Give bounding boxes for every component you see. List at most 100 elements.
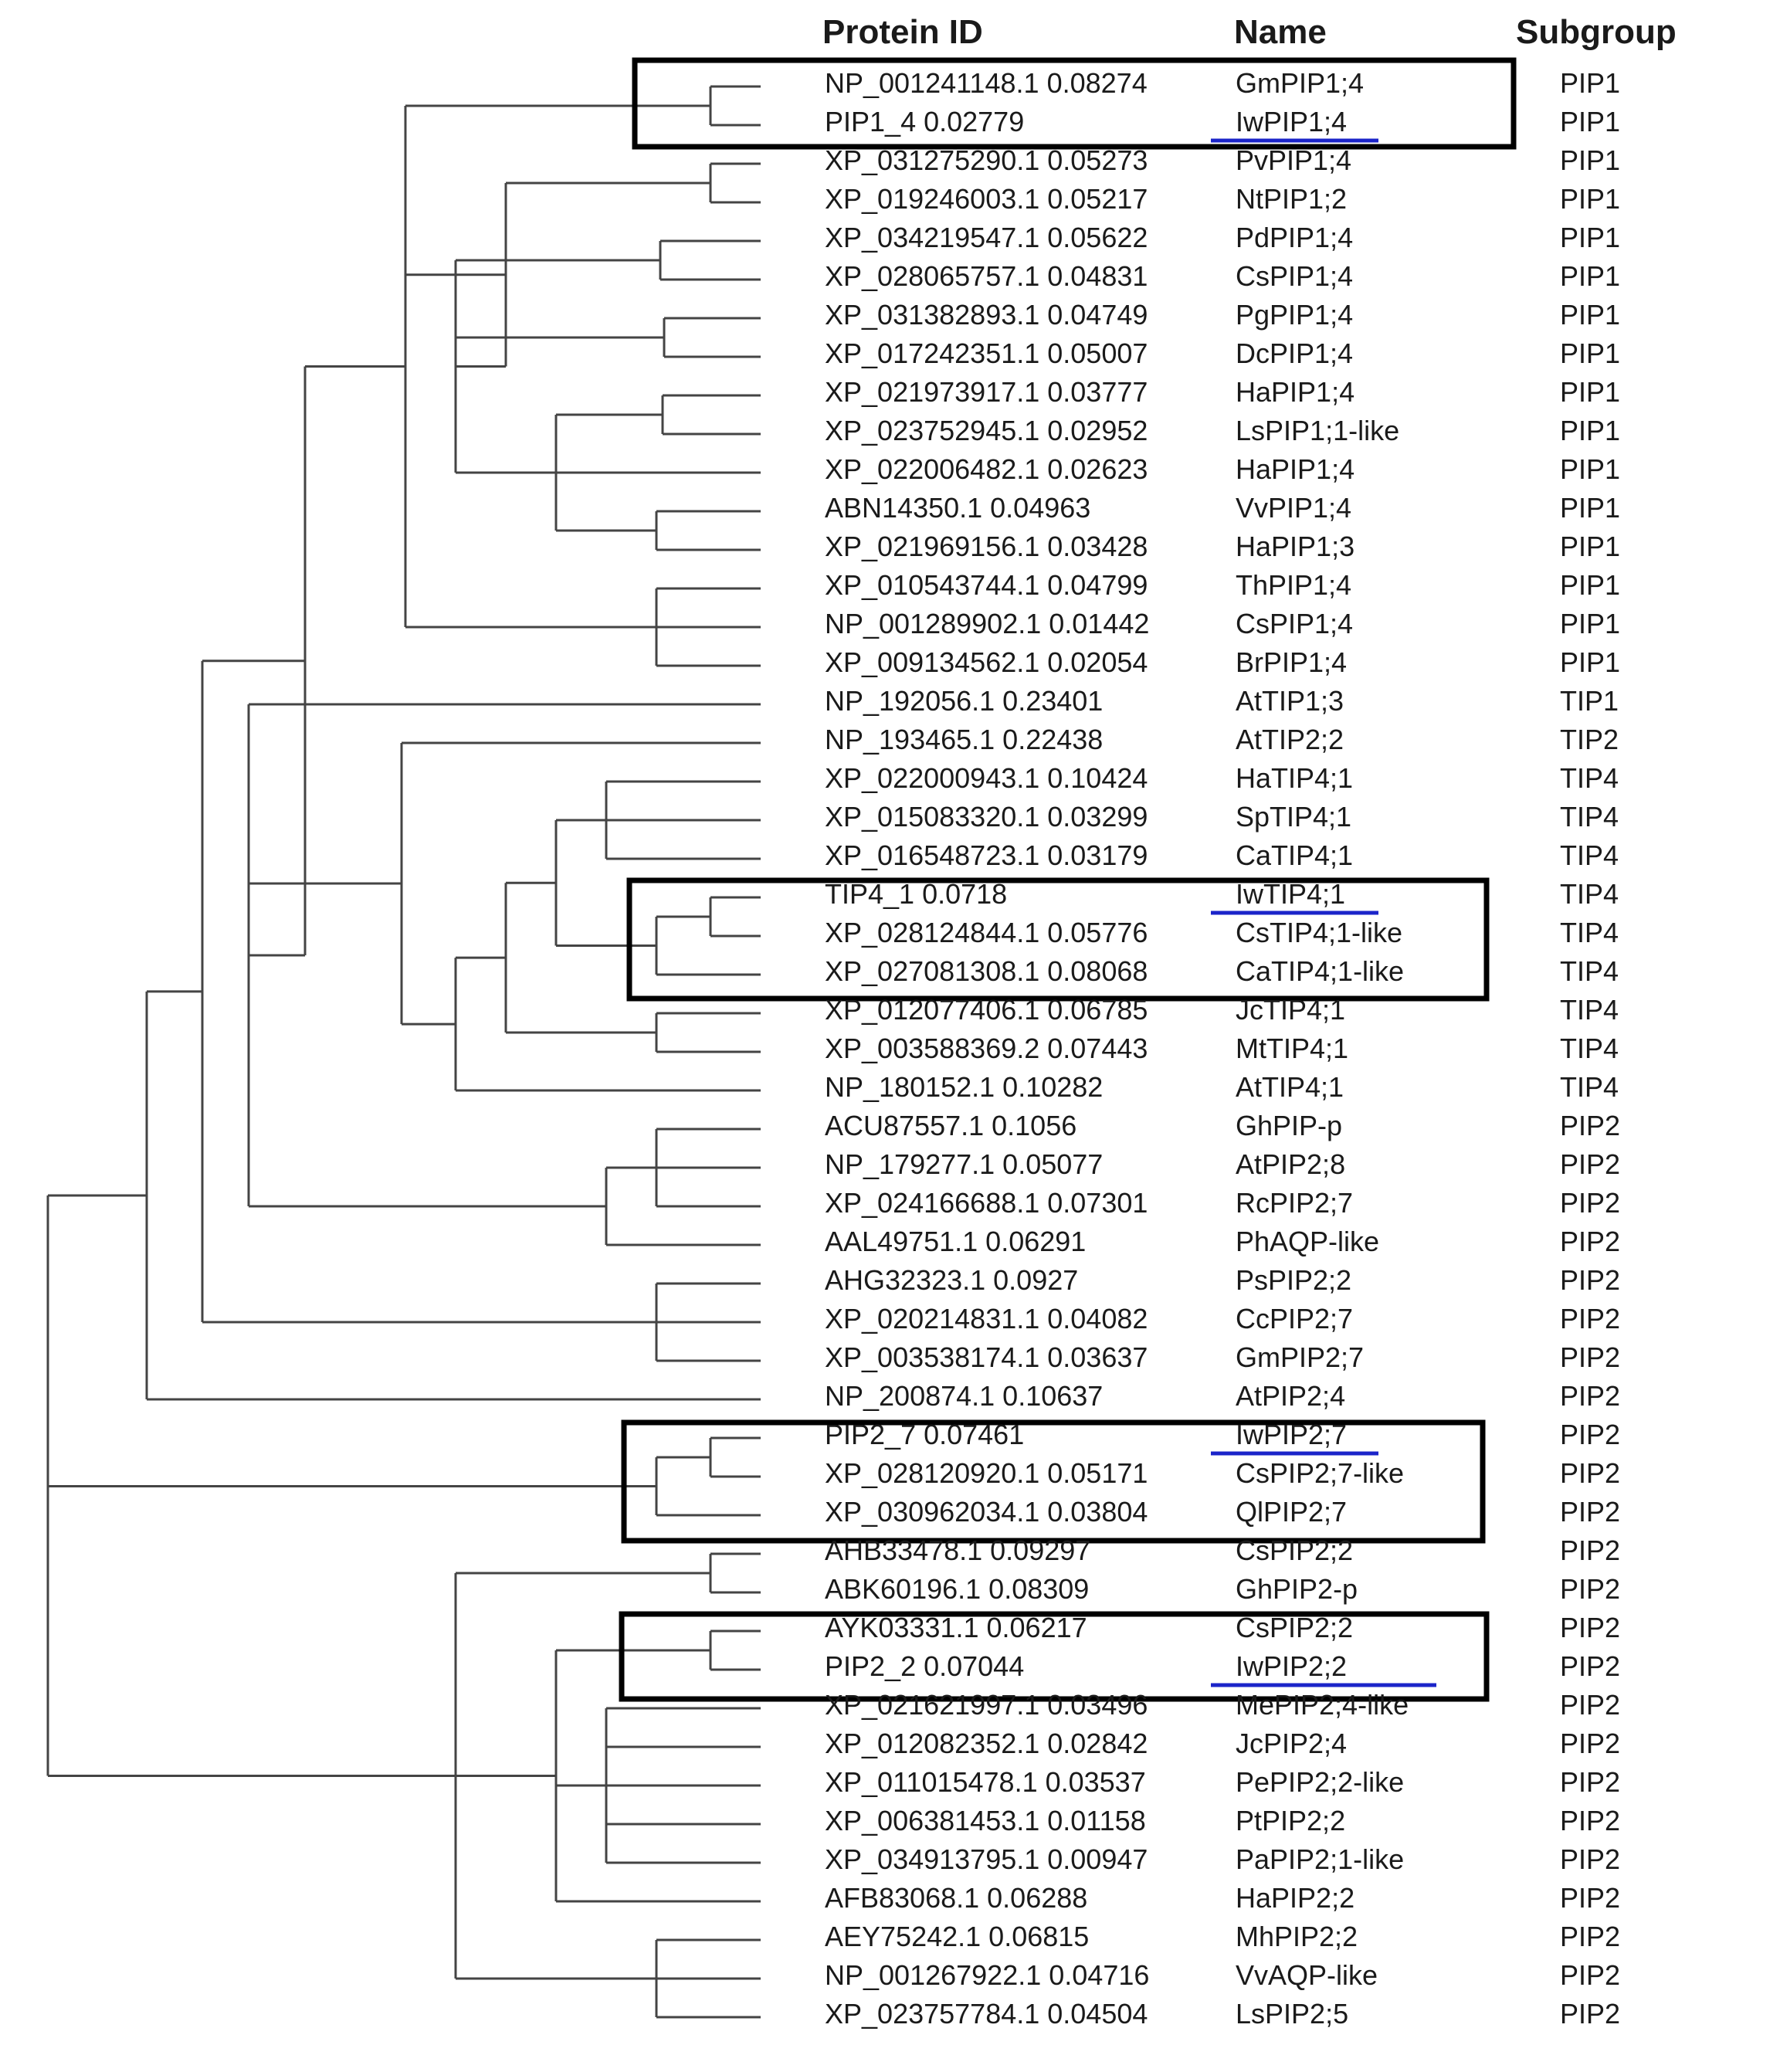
protein-id-cell: XP_010543744.1 0.04799: [825, 569, 1148, 601]
protein-id-cell: PIP1_4 0.02779: [825, 106, 1025, 137]
protein-name-cell: CsPIP2;2: [1236, 1612, 1354, 1643]
table-row: PIP1_4 0.02779 IwPIP1;4 PIP1: [0, 108, 1780, 147]
protein-name-cell: PvPIP1;4: [1236, 144, 1352, 176]
table-row: NP_193465.1 0.22438 AtTIP2;2 TIP2: [0, 726, 1780, 765]
protein-name-cell: AtPIP2;8: [1236, 1148, 1346, 1180]
protein-id-cell: ABN14350.1 0.04963: [825, 492, 1091, 524]
protein-name-cell: PhAQP-like: [1236, 1226, 1380, 1257]
protein-id-cell: XP_028120920.1 0.05171: [825, 1457, 1148, 1489]
protein-name-cell: AtPIP2;4: [1236, 1380, 1346, 1412]
subgroup-cell: TIP4: [1560, 955, 1619, 987]
protein-name-cell: PgPIP1;4: [1236, 299, 1354, 331]
protein-name-cell: IwPIP2;2: [1236, 1650, 1348, 1682]
subgroup-header: Subgroup: [1516, 13, 1677, 51]
protein-id-cell: XP_021621997.1 0.03496: [825, 1689, 1148, 1721]
subgroup-cell: TIP4: [1560, 839, 1619, 871]
protein-id-cell: XP_034219547.1 0.05622: [825, 222, 1148, 253]
subgroup-cell: PIP2: [1560, 1728, 1621, 1759]
table-row: NP_180152.1 0.10282 AtTIP4;1 TIP4: [0, 1073, 1780, 1112]
subgroup-cell: PIP1: [1560, 492, 1621, 524]
protein-id-cell: NP_001289902.1 0.01442: [825, 608, 1150, 639]
protein-name-cell: BrPIP1;4: [1236, 646, 1348, 678]
table-row: XP_006381453.1 0.01158 PtPIP2;2 PIP2: [0, 1807, 1780, 1846]
table-row: XP_028124844.1 0.05776 CsTIP4;1-like TIP4: [0, 919, 1780, 958]
subgroup-cell: PIP2: [1560, 1882, 1621, 1914]
subgroup-cell: PIP2: [1560, 1303, 1621, 1334]
protein-name-cell: HaPIP2;2: [1236, 1882, 1355, 1914]
table-row: XP_011015478.1 0.03537 PePIP2;2-like PIP2: [0, 1768, 1780, 1807]
subgroup-cell: PIP2: [1560, 1419, 1621, 1450]
table-row: NP_179277.1 0.05077 AtPIP2;8 PIP2: [0, 1151, 1780, 1189]
protein-name-cell: RcPIP2;7: [1236, 1187, 1354, 1219]
protein-name-cell: CsPIP1;4: [1236, 608, 1354, 639]
protein-id-cell: XP_016548723.1 0.03179: [825, 839, 1148, 871]
highlight-box: [619, 1611, 1490, 1702]
subgroup-cell: PIP1: [1560, 569, 1621, 601]
table-row: XP_017242351.1 0.05007 DcPIP1;4 PIP1: [0, 340, 1780, 378]
table-row: XP_028065757.1 0.04831 CsPIP1;4 PIP1: [0, 263, 1780, 301]
protein-id-cell: XP_015083320.1 0.03299: [825, 801, 1148, 833]
protein-name-cell: IwTIP4;1: [1236, 878, 1346, 910]
protein-name-cell: GhPIP2-p: [1236, 1573, 1358, 1605]
protein-name-cell: CaTIP4;1: [1236, 839, 1354, 871]
table-row: XP_012077406.1 0.06785 JcTIP4;1 TIP4: [0, 996, 1780, 1035]
protein-name-cell: AtTIP1;3: [1236, 685, 1344, 717]
table-row: NP_001289902.1 0.01442 CsPIP1;4 PIP1: [0, 610, 1780, 649]
protein-name-cell: CsPIP2;2: [1236, 1535, 1354, 1566]
table-row: XP_016548723.1 0.03179 CaTIP4;1 TIP4: [0, 842, 1780, 880]
protein-id-cell: XP_028065757.1 0.04831: [825, 260, 1148, 292]
table-row: XP_031382893.1 0.04749 PgPIP1;4 PIP1: [0, 301, 1780, 340]
subgroup-cell: PIP1: [1560, 106, 1621, 137]
protein-id-cell: XP_030962034.1 0.03804: [825, 1496, 1148, 1528]
subgroup-cell: PIP1: [1560, 260, 1621, 292]
table-row: NP_192056.1 0.23401 AtTIP1;3 TIP1: [0, 687, 1780, 726]
table-row: XP_020214831.1 0.04082 CcPIP2;7 PIP2: [0, 1305, 1780, 1344]
table-row: XP_021973917.1 0.03777 HaPIP1;4 PIP1: [0, 378, 1780, 417]
protein-name-cell: VvPIP1;4: [1236, 492, 1352, 524]
subgroup-cell: TIP4: [1560, 801, 1619, 833]
protein-id-cell: TIP4_1 0.0718: [825, 878, 1008, 910]
protein-name-cell: CcPIP2;7: [1236, 1303, 1354, 1334]
subgroup-cell: TIP1: [1560, 685, 1619, 717]
subgroup-cell: PIP2: [1560, 1998, 1621, 2030]
protein-id-cell: XP_021973917.1 0.03777: [825, 376, 1148, 408]
protein-id-cell: PIP2_7 0.07461: [825, 1419, 1025, 1450]
table-row: AFB83068.1 0.06288 HaPIP2;2 PIP2: [0, 1884, 1780, 1923]
table-row: XP_027081308.1 0.08068 CaTIP4;1-like TIP4: [0, 958, 1780, 996]
protein-id-cell: XP_012077406.1 0.06785: [825, 994, 1148, 1026]
protein-id-header: Protein ID: [822, 13, 983, 51]
protein-id-cell: ACU87557.1 0.1056: [825, 1110, 1077, 1141]
protein-id-cell: XP_022000943.1 0.10424: [825, 762, 1148, 794]
protein-id-cell: XP_027081308.1 0.08068: [825, 955, 1148, 987]
table-row: XP_024166688.1 0.07301 RcPIP2;7 PIP2: [0, 1189, 1780, 1228]
subgroup-cell: PIP1: [1560, 144, 1621, 176]
subgroup-cell: PIP2: [1560, 1341, 1621, 1373]
protein-id-cell: XP_020214831.1 0.04082: [825, 1303, 1148, 1334]
protein-id-cell: NP_192056.1 0.23401: [825, 685, 1104, 717]
protein-name-cell: SpTIP4;1: [1236, 801, 1352, 833]
table-row: XP_003588369.2 0.07443 MtTIP4;1 TIP4: [0, 1035, 1780, 1073]
subgroup-cell: PIP2: [1560, 1921, 1621, 1952]
subgroup-cell: PIP2: [1560, 1650, 1621, 1682]
subgroup-cell: PIP2: [1560, 1110, 1621, 1141]
table-row: NP_001267922.1 0.04716 VvAQP-like PIP2: [0, 1962, 1780, 2000]
table-row: XP_022000943.1 0.10424 HaTIP4;1 TIP4: [0, 765, 1780, 803]
subgroup-cell: PIP1: [1560, 299, 1621, 331]
subgroup-cell: PIP1: [1560, 376, 1621, 408]
protein-id-cell: NP_193465.1 0.22438: [825, 724, 1104, 755]
subgroup-cell: PIP2: [1560, 1264, 1621, 1296]
subgroup-cell: TIP4: [1560, 994, 1619, 1026]
table-row: XP_022006482.1 0.02623 HaPIP1;4 PIP1: [0, 456, 1780, 494]
protein-name-cell: CsPIP2;7-like: [1236, 1457, 1405, 1489]
protein-id-cell: NP_200874.1 0.10637: [825, 1380, 1104, 1412]
table-row: XP_010543744.1 0.04799 ThPIP1;4 PIP1: [0, 571, 1780, 610]
protein-id-cell: XP_023752945.1 0.02952: [825, 415, 1148, 446]
protein-id-cell: NP_179277.1 0.05077: [825, 1148, 1104, 1180]
protein-name-cell: VvAQP-like: [1236, 1959, 1378, 1991]
protein-name-cell: MtTIP4;1: [1236, 1033, 1349, 1064]
subgroup-cell: PIP2: [1560, 1226, 1621, 1257]
protein-id-cell: AEY75242.1 0.06815: [825, 1921, 1090, 1952]
table-row: XP_012082352.1 0.02842 JcPIP2;4 PIP2: [0, 1730, 1780, 1768]
protein-id-cell: AHB33478.1 0.09297: [825, 1535, 1091, 1566]
